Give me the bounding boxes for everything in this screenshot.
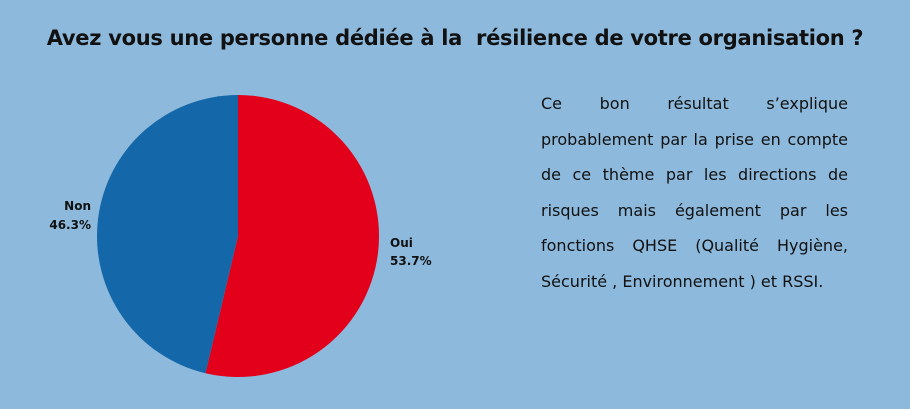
slice-value-label: 53.7%	[390, 254, 432, 268]
chart-title: Avez vous une personne dédiée à la résil…	[46, 26, 864, 50]
description-text: Ce bon résultat s’explique probablement …	[541, 94, 848, 291]
pie-slice-oui	[205, 95, 379, 377]
pie-slices	[97, 95, 379, 377]
slice-name-label: Non	[64, 199, 91, 213]
slice-value-label: 46.3%	[49, 218, 91, 232]
slice-label-non: Non 46.3%	[49, 199, 91, 232]
slice-name-label: Oui	[390, 236, 413, 250]
pie-slice-non	[97, 95, 238, 374]
slice-label-oui: Oui 53.7%	[390, 236, 432, 268]
